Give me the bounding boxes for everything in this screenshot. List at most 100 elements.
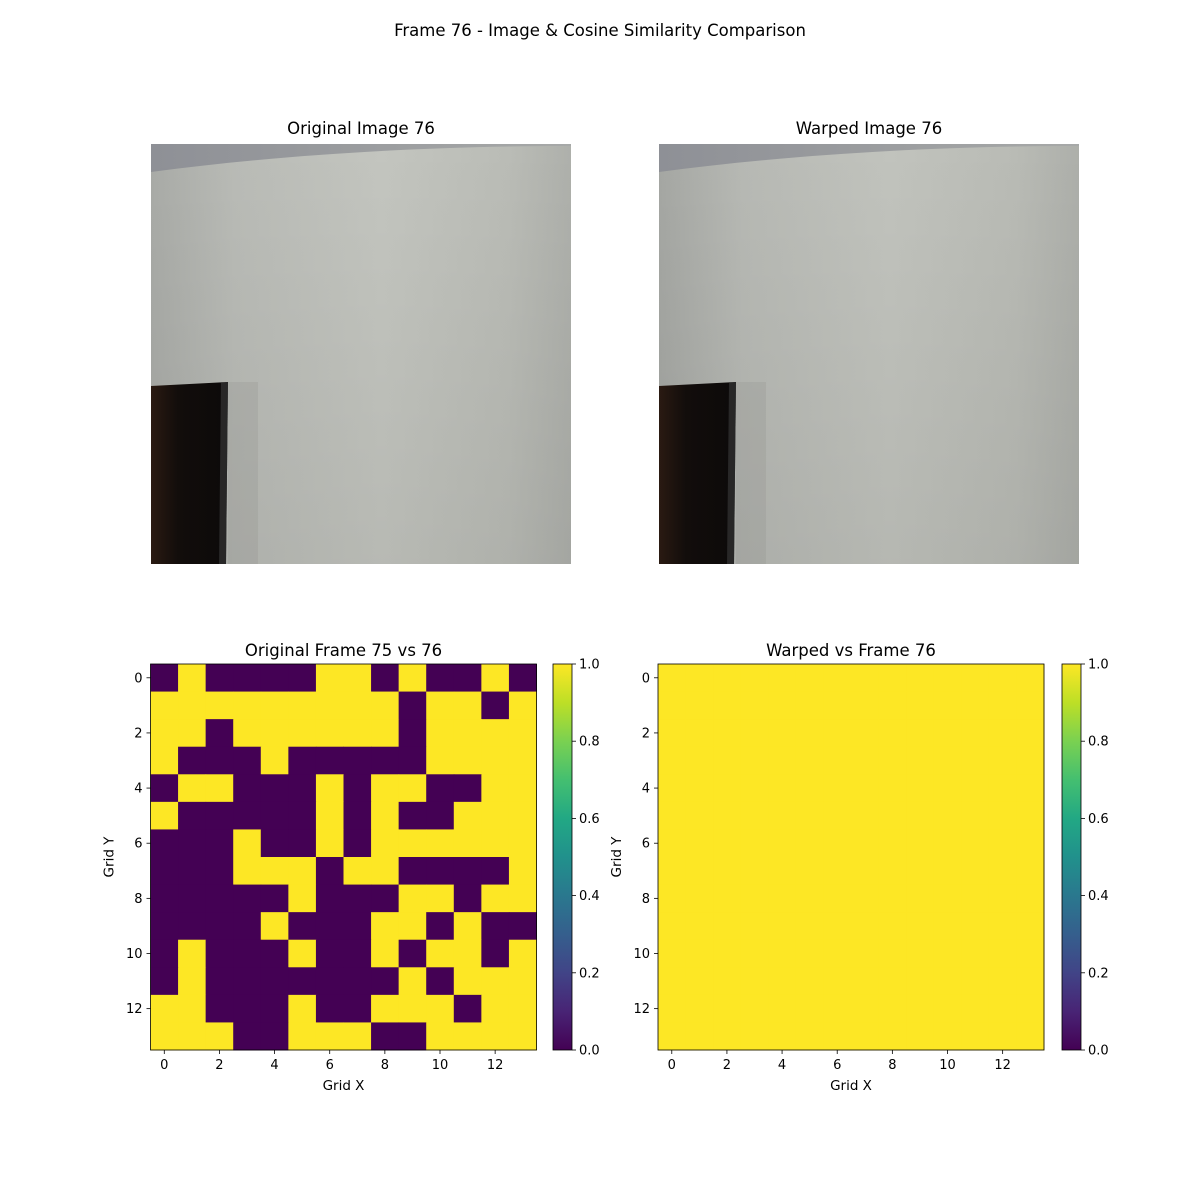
heatmap-cell: [315, 939, 344, 968]
heatmap-cell: [288, 939, 317, 968]
heatmap-cell: [205, 691, 234, 720]
heatmap-cell: [315, 857, 344, 886]
heatmap-cell: [795, 994, 824, 1023]
heatmap-cell: [508, 857, 537, 886]
heatmap-cell: [426, 719, 455, 748]
original-image: [151, 144, 571, 564]
y-ticks: 0 2 4 6 8 10 12: [126, 671, 151, 1017]
heatmap-cell: [685, 967, 714, 996]
heatmap-cell: [961, 691, 990, 720]
colorbar-tick-label: 0.2: [579, 966, 600, 981]
heatmap-cell: [508, 912, 537, 941]
heatmap-cell: [453, 967, 482, 996]
warped-image-title: Warped Image 76: [795, 119, 943, 138]
heatmap-cell: [288, 994, 317, 1023]
heatmap-cell: [768, 691, 797, 720]
heatmap-cell: [906, 664, 935, 693]
heatmap-cell: [178, 746, 207, 775]
heatmap-cell: [685, 912, 714, 941]
colorbar-tick-label: 0.0: [1088, 1044, 1109, 1059]
heatmap-cell: [988, 857, 1017, 886]
heatmap-cell: [481, 939, 510, 968]
heatmap-cell: [961, 1022, 990, 1051]
heatmap-cell: [371, 774, 400, 803]
heatmap-cell: [315, 884, 344, 913]
heatmap-cell: [178, 774, 207, 803]
heatmap-cell: [713, 774, 742, 803]
heatmap-cell: [768, 664, 797, 693]
heatmap-cell: [371, 664, 400, 693]
heatmap-cell: [740, 664, 769, 693]
x-axis-label: Grid X: [323, 1078, 365, 1094]
heatmap-cell: [398, 774, 427, 803]
heatmap-cell: [685, 664, 714, 693]
heatmap-cell: [851, 719, 880, 748]
heatmap-cell: [823, 774, 852, 803]
heatmap-cell: [851, 691, 880, 720]
heatmap-cell: [481, 829, 510, 858]
heatmap-cell: [933, 1022, 962, 1051]
heatmap-cell: [233, 691, 262, 720]
y-tick-label: 0: [642, 671, 650, 686]
heatmap-cell: [371, 801, 400, 830]
heatmap-cell: [906, 719, 935, 748]
y-ticks: 0 2 4 6 8 10 12: [633, 671, 658, 1017]
y-tick-label: 12: [633, 1002, 650, 1017]
heatmap-cell: [1016, 912, 1045, 941]
heatmap-cell: [233, 664, 262, 693]
heatmap-cell: [398, 1022, 427, 1051]
heatmap-cell: [315, 664, 344, 693]
heatmap-cell: [453, 939, 482, 968]
heatmap-cell: [260, 967, 289, 996]
heatmap-cell: [260, 939, 289, 968]
heatmap-cell: [768, 1022, 797, 1051]
heatmap-cell: [508, 719, 537, 748]
heatmap-cell: [851, 746, 880, 775]
heatmap-cell: [150, 1022, 179, 1051]
colorbar-ticks: 0.0 0.2 0.4 0.6 0.8 1.0: [1081, 658, 1109, 1059]
y-tick-label: 8: [642, 892, 650, 907]
heatmap-cell: [343, 1022, 372, 1051]
heatmap-cell: [768, 967, 797, 996]
heatmap-cell: [1016, 939, 1045, 968]
heatmap-cell: [961, 774, 990, 803]
heatmap-cell: [205, 774, 234, 803]
heatmap-cell: [685, 857, 714, 886]
heatmap-cell: [315, 801, 344, 830]
heatmap-cell: [823, 719, 852, 748]
heatmap-cell: [795, 801, 824, 830]
heatmap-cell: [178, 857, 207, 886]
heatmap-cell: [961, 967, 990, 996]
heatmap-cell: [343, 994, 372, 1023]
heatmap-cell: [453, 994, 482, 1023]
heatmap-cell: [233, 719, 262, 748]
x-tick-label: 2: [215, 1058, 223, 1073]
heatmap-cell: [426, 857, 455, 886]
heatmap-cell: [233, 746, 262, 775]
heatmap-cell: [398, 912, 427, 941]
heatmap-cell: [453, 664, 482, 693]
heatmap-cell: [315, 912, 344, 941]
y-tick-label: 10: [126, 947, 143, 962]
heatmap-cell: [961, 912, 990, 941]
heatmap-cell: [878, 939, 907, 968]
heatmap-cell: [685, 939, 714, 968]
heatmap-cell: [906, 801, 935, 830]
heatmap-cell: [288, 719, 317, 748]
heatmap-cell: [233, 774, 262, 803]
heatmap-cell: [713, 1022, 742, 1051]
heatmap-cell: [343, 691, 372, 720]
heatmap-cell: [878, 967, 907, 996]
heatmap-cell: [988, 746, 1017, 775]
heatmap-cell: [795, 939, 824, 968]
heatmap-cell: [426, 746, 455, 775]
heatmap-cell: [658, 994, 687, 1023]
heatmap-cell: [288, 829, 317, 858]
heatmap-cell: [260, 691, 289, 720]
heatmap-cell: [658, 912, 687, 941]
heatmap-cell: [768, 884, 797, 913]
heatmap-cell: [343, 801, 372, 830]
heatmap-cell: [713, 746, 742, 775]
heatmap-cell: [398, 801, 427, 830]
colorbar-tick-label: 0.6: [1088, 812, 1109, 827]
